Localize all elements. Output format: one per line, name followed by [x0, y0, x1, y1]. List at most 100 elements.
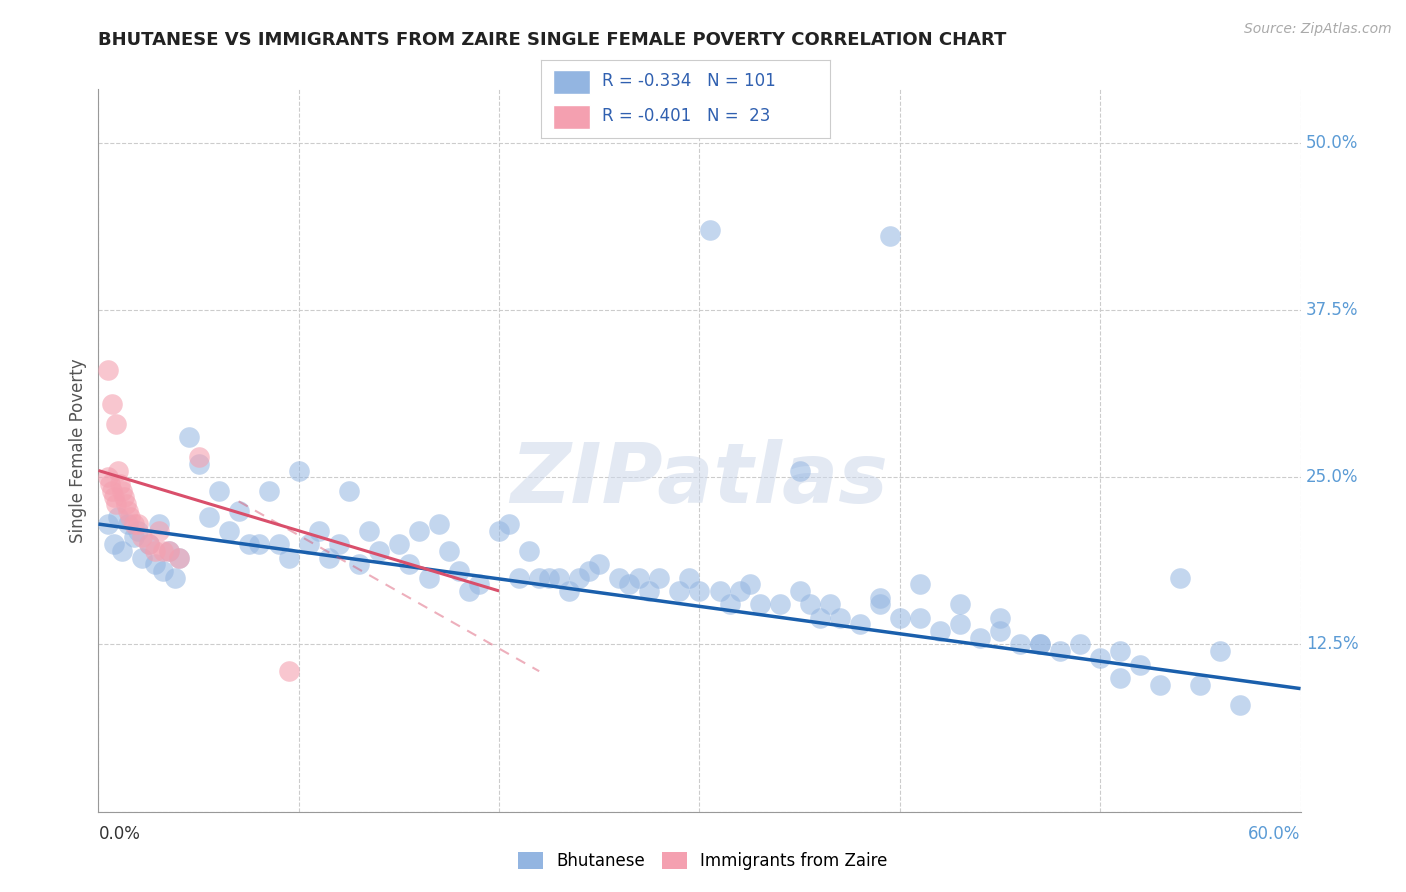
Point — [148, 524, 170, 538]
Point — [97, 363, 120, 377]
Point — [1189, 678, 1212, 692]
Point — [117, 516, 139, 531]
Point — [347, 557, 370, 572]
Point — [110, 476, 132, 491]
Point — [277, 550, 299, 565]
Point — [131, 530, 153, 544]
Point — [498, 516, 520, 531]
Point — [218, 524, 240, 538]
Point — [418, 571, 440, 585]
Point — [103, 490, 125, 504]
Point — [458, 583, 481, 598]
FancyBboxPatch shape — [553, 70, 591, 94]
Point — [101, 396, 124, 410]
Text: 25.0%: 25.0% — [1306, 468, 1358, 486]
Point — [709, 583, 731, 598]
Point — [468, 577, 491, 591]
Point — [111, 483, 134, 498]
Point — [1109, 671, 1132, 685]
Point — [107, 464, 129, 478]
Point — [568, 571, 591, 585]
Point — [267, 537, 290, 551]
Point — [187, 457, 209, 471]
Point — [117, 503, 139, 517]
Point — [128, 524, 150, 538]
Point — [152, 564, 174, 578]
Point — [157, 543, 180, 558]
Point — [128, 516, 150, 531]
Point — [668, 583, 690, 598]
Point — [969, 631, 991, 645]
Point — [357, 524, 380, 538]
Point — [908, 611, 931, 625]
Point — [808, 611, 831, 625]
Point — [789, 583, 811, 598]
Point — [131, 550, 153, 565]
Point — [157, 543, 180, 558]
Point — [138, 537, 160, 551]
Point — [1170, 571, 1192, 585]
Point — [578, 564, 600, 578]
Point — [688, 583, 710, 598]
Point — [748, 598, 770, 612]
Point — [152, 543, 174, 558]
Point — [167, 550, 190, 565]
Point — [105, 417, 128, 431]
Point — [988, 624, 1011, 639]
Point — [277, 664, 299, 679]
Text: 0.0%: 0.0% — [98, 825, 141, 843]
Point — [148, 516, 170, 531]
Point — [163, 571, 186, 585]
Point — [988, 611, 1011, 625]
Point — [228, 503, 250, 517]
Point — [508, 571, 530, 585]
Point — [869, 591, 891, 605]
Point — [167, 550, 190, 565]
Point — [437, 543, 460, 558]
Point — [308, 524, 330, 538]
Point — [818, 598, 841, 612]
Point — [97, 470, 120, 484]
Text: R = -0.334   N = 101: R = -0.334 N = 101 — [602, 71, 776, 89]
Point — [588, 557, 610, 572]
Point — [97, 516, 120, 531]
Point — [908, 577, 931, 591]
Point — [869, 598, 891, 612]
Point — [111, 543, 134, 558]
Point — [879, 229, 901, 244]
Point — [699, 223, 721, 237]
Point — [849, 617, 872, 632]
Point — [628, 571, 651, 585]
Point — [105, 497, 128, 511]
Text: BHUTANESE VS IMMIGRANTS FROM ZAIRE SINGLE FEMALE POVERTY CORRELATION CHART: BHUTANESE VS IMMIGRANTS FROM ZAIRE SINGL… — [98, 31, 1007, 49]
Point — [427, 516, 450, 531]
Point — [143, 557, 166, 572]
Point — [1088, 651, 1111, 665]
Point — [738, 577, 761, 591]
Legend: Bhutanese, Immigrants from Zaire: Bhutanese, Immigrants from Zaire — [512, 845, 894, 877]
Point — [1109, 644, 1132, 658]
Point — [728, 583, 751, 598]
Point — [828, 611, 851, 625]
Point — [247, 537, 270, 551]
Point — [1029, 637, 1052, 651]
Point — [929, 624, 952, 639]
Point — [143, 543, 166, 558]
Point — [1149, 678, 1171, 692]
Point — [115, 497, 138, 511]
Point — [177, 430, 200, 444]
Point — [538, 571, 561, 585]
Point — [101, 483, 124, 498]
Point — [648, 571, 671, 585]
Point — [114, 490, 136, 504]
Point — [318, 550, 340, 565]
Point — [1049, 644, 1071, 658]
Point — [120, 510, 142, 524]
Point — [298, 537, 321, 551]
Point — [1069, 637, 1091, 651]
FancyBboxPatch shape — [553, 105, 591, 128]
Point — [368, 543, 391, 558]
Point — [638, 583, 661, 598]
Point — [768, 598, 790, 612]
Point — [799, 598, 821, 612]
